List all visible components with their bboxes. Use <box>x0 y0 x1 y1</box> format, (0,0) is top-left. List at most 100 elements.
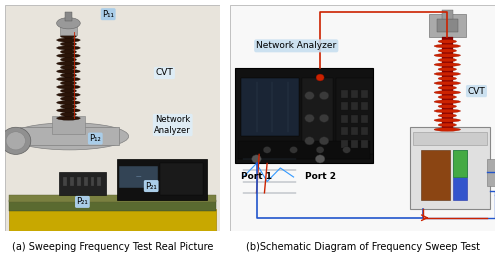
Text: P₂₁: P₂₁ <box>76 197 88 206</box>
Bar <box>352 115 358 123</box>
Text: P₁₂: P₁₂ <box>90 134 101 143</box>
Bar <box>77 177 80 186</box>
Ellipse shape <box>56 46 80 50</box>
Ellipse shape <box>60 89 76 93</box>
Bar <box>63 177 67 186</box>
Circle shape <box>320 114 329 122</box>
Bar <box>342 115 348 123</box>
Circle shape <box>316 155 325 163</box>
Ellipse shape <box>438 40 456 43</box>
Ellipse shape <box>10 123 128 150</box>
Ellipse shape <box>0 127 31 154</box>
Circle shape <box>320 137 329 145</box>
Ellipse shape <box>438 77 456 80</box>
Bar <box>342 140 348 148</box>
Bar <box>342 90 348 98</box>
Ellipse shape <box>60 58 76 62</box>
Bar <box>421 150 450 200</box>
Text: Port 1: Port 1 <box>241 172 272 181</box>
Bar <box>342 127 348 135</box>
Text: (a) Sweeping Frequency Test Real Picture: (a) Sweeping Frequency Test Real Picture <box>12 242 213 252</box>
Ellipse shape <box>60 112 76 116</box>
Bar <box>362 127 368 135</box>
Ellipse shape <box>56 69 80 74</box>
Bar <box>352 102 358 110</box>
Ellipse shape <box>434 53 460 57</box>
Bar <box>238 141 370 159</box>
Bar <box>119 166 158 188</box>
Bar <box>352 140 358 148</box>
Ellipse shape <box>60 65 76 69</box>
Bar <box>413 132 487 145</box>
Circle shape <box>290 146 298 153</box>
Bar <box>362 90 368 98</box>
Text: (b)Schematic Diagram of Frequency Sweep Test: (b)Schematic Diagram of Frequency Sweep … <box>246 242 480 252</box>
Circle shape <box>252 155 262 163</box>
Bar <box>352 127 358 135</box>
Bar <box>362 115 368 123</box>
Bar <box>52 116 84 134</box>
Bar <box>336 78 373 154</box>
Ellipse shape <box>60 81 76 85</box>
Ellipse shape <box>56 116 80 120</box>
Ellipse shape <box>56 108 80 113</box>
Bar <box>160 163 203 195</box>
Bar <box>20 127 119 145</box>
Ellipse shape <box>438 67 456 71</box>
Circle shape <box>304 91 314 100</box>
Ellipse shape <box>60 73 76 77</box>
Bar <box>64 32 72 118</box>
Text: Network Analyzer: Network Analyzer <box>256 41 336 50</box>
Ellipse shape <box>434 128 460 131</box>
Circle shape <box>316 74 324 81</box>
Bar <box>342 102 348 110</box>
Bar <box>90 177 94 186</box>
Text: CVT: CVT <box>156 68 174 78</box>
Ellipse shape <box>438 58 456 62</box>
Ellipse shape <box>438 105 456 108</box>
Bar <box>436 19 458 32</box>
Ellipse shape <box>60 50 76 54</box>
Ellipse shape <box>56 85 80 89</box>
Bar <box>302 78 334 154</box>
Circle shape <box>320 91 329 100</box>
Text: CVT: CVT <box>468 87 485 96</box>
Ellipse shape <box>60 34 76 38</box>
Circle shape <box>304 137 314 145</box>
Bar <box>410 127 490 209</box>
Ellipse shape <box>56 100 80 105</box>
Bar <box>362 102 368 110</box>
Text: —: — <box>136 175 141 180</box>
Ellipse shape <box>434 72 460 76</box>
Text: P₁₁: P₁₁ <box>102 10 114 19</box>
Ellipse shape <box>434 91 460 94</box>
Bar <box>442 10 452 19</box>
Ellipse shape <box>438 49 456 52</box>
Ellipse shape <box>438 95 456 99</box>
Bar <box>452 150 467 177</box>
Ellipse shape <box>438 123 456 127</box>
Bar <box>98 177 102 186</box>
Circle shape <box>263 146 271 153</box>
Text: Port 2: Port 2 <box>304 172 336 181</box>
Ellipse shape <box>438 86 456 90</box>
Bar <box>352 90 358 98</box>
Bar <box>84 177 87 186</box>
Ellipse shape <box>56 77 80 81</box>
Bar <box>59 172 106 195</box>
Circle shape <box>316 146 324 153</box>
Bar <box>10 200 216 211</box>
Bar <box>10 209 216 231</box>
Circle shape <box>342 146 350 153</box>
Bar <box>429 14 466 37</box>
Bar <box>65 12 71 21</box>
Ellipse shape <box>56 17 80 29</box>
Bar <box>442 37 452 130</box>
Ellipse shape <box>438 114 456 117</box>
Ellipse shape <box>56 38 80 42</box>
Circle shape <box>304 114 314 122</box>
Ellipse shape <box>434 100 460 104</box>
Bar <box>70 177 74 186</box>
Bar <box>10 195 216 202</box>
Ellipse shape <box>434 44 460 48</box>
